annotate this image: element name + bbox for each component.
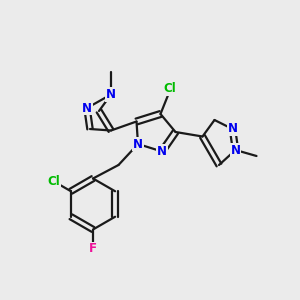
Text: N: N bbox=[230, 143, 241, 157]
Text: F: F bbox=[89, 242, 97, 256]
Text: N: N bbox=[106, 88, 116, 101]
Text: N: N bbox=[133, 137, 143, 151]
Text: Cl: Cl bbox=[163, 82, 176, 95]
Text: N: N bbox=[82, 101, 92, 115]
Text: Cl: Cl bbox=[47, 175, 60, 188]
Text: N: N bbox=[227, 122, 238, 136]
Text: N: N bbox=[157, 145, 167, 158]
